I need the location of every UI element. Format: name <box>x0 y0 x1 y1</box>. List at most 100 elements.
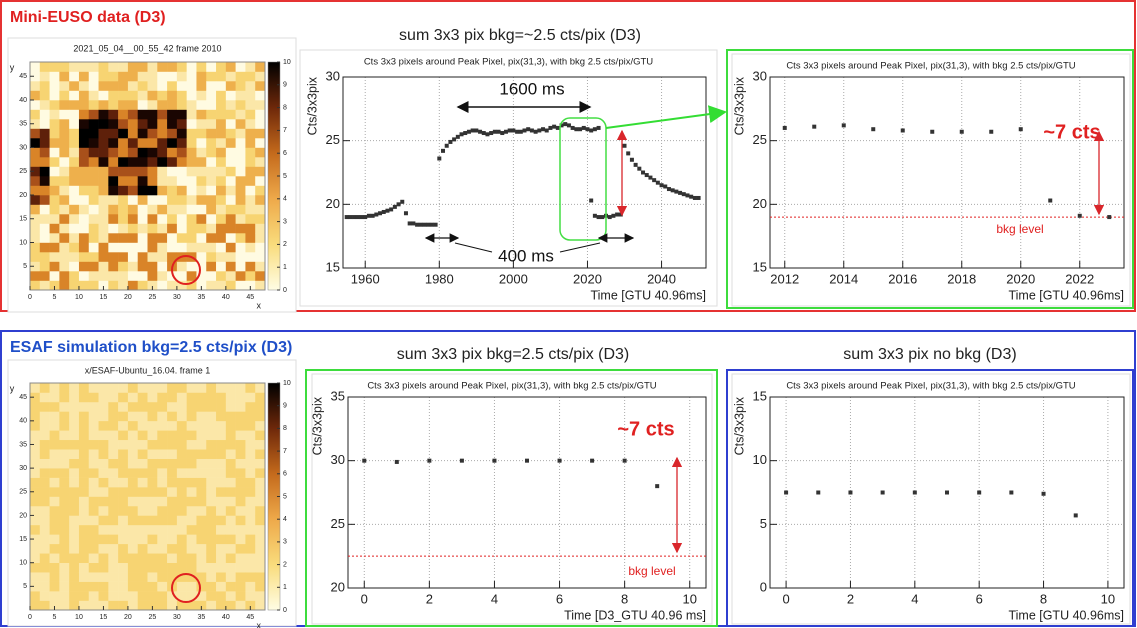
heatmap-cell <box>40 459 50 469</box>
heatmap-cell <box>196 525 206 535</box>
annotation: 1600 ms <box>499 79 564 98</box>
heatmap-cell <box>118 392 128 402</box>
heatmap-cell <box>128 534 138 544</box>
y-tick-label: 20 <box>19 192 27 199</box>
heatmap-cell <box>69 195 79 205</box>
heatmap-cell <box>206 411 216 421</box>
heatmap-cell <box>50 72 60 82</box>
heatmap-cell <box>69 119 79 129</box>
heatmap-cell <box>99 176 109 186</box>
data-point <box>593 214 597 218</box>
heatmap-cell <box>138 591 148 601</box>
heatmap-cell <box>108 224 118 234</box>
heatmap-cell <box>157 534 167 544</box>
heatmap-cell <box>196 487 206 497</box>
heatmap-cell <box>226 525 236 535</box>
y-tick-label: 15 <box>19 536 27 543</box>
x-tick-label: 0 <box>782 591 789 606</box>
heatmap-cell <box>236 214 246 224</box>
heatmap-cell <box>138 243 148 253</box>
heatmap-cell <box>59 224 69 234</box>
heatmap-cell <box>138 487 148 497</box>
x-tick-label: 2014 <box>829 271 858 286</box>
heatmap-cell <box>206 281 216 291</box>
heatmap-cell <box>138 468 148 478</box>
data-point <box>578 127 582 131</box>
heatmap-cell <box>138 563 148 573</box>
heatmap-cell <box>187 119 197 129</box>
heatmap-cell <box>79 506 89 516</box>
heatmap-cell <box>118 515 128 525</box>
heatmap-cell <box>148 195 158 205</box>
heatmap-cell <box>216 195 226 205</box>
heatmap-cell <box>30 100 40 110</box>
heatmap-cell <box>157 553 167 563</box>
data-point <box>404 211 408 215</box>
heatmap-cell <box>128 421 138 431</box>
chart-frame <box>732 374 1130 624</box>
heatmap-cell <box>226 157 236 167</box>
heatmap-cell <box>167 72 177 82</box>
annotation: bkg level <box>628 564 675 578</box>
heatmap-cell <box>177 468 187 478</box>
heatmap-cell <box>99 81 109 91</box>
heatmap-cell <box>79 138 89 148</box>
heatmap-cell <box>108 459 118 469</box>
heatmap-cell <box>167 601 177 611</box>
heatmap-cell <box>99 525 109 535</box>
heatmap-cell <box>187 497 197 507</box>
heatmap-cell <box>216 81 226 91</box>
x-tick-label: 2012 <box>770 271 799 286</box>
heatmap-cell <box>177 148 187 158</box>
heatmap-cell <box>30 553 40 563</box>
heatmap-cell <box>226 553 236 563</box>
heatmap-cell <box>187 515 197 525</box>
heatmap-cell <box>245 506 255 516</box>
heatmap-cell <box>108 601 118 611</box>
heatmap-cell <box>216 487 226 497</box>
heatmap-cell <box>118 440 128 450</box>
heatmap-cell <box>187 487 197 497</box>
x-tick-label: 45 <box>246 614 254 621</box>
heatmap-cell <box>118 176 128 186</box>
heatmap-cell <box>226 233 236 243</box>
data-point <box>367 214 371 218</box>
heatmap-cell <box>50 591 60 601</box>
heatmap-cell <box>108 262 118 272</box>
colorbar-label: 3 <box>283 218 287 225</box>
heatmap-cell <box>69 487 79 497</box>
x-tick-label: 6 <box>556 591 563 606</box>
heatmap-cell <box>59 383 69 393</box>
heatmap-cell <box>59 440 69 450</box>
heatmap-cell <box>196 563 206 573</box>
heatmap-cell <box>30 478 40 488</box>
heatmap-cell <box>118 487 128 497</box>
heatmap-cell <box>157 243 167 253</box>
annotation: bkg level <box>996 222 1043 236</box>
heatmap-cell <box>40 563 50 573</box>
heatmap-cell <box>206 459 216 469</box>
heatmap-cell <box>206 421 216 431</box>
heatmap-cell <box>30 176 40 186</box>
data-point <box>378 211 382 215</box>
data-point <box>348 215 352 219</box>
heatmap-cell <box>255 392 265 402</box>
heatmap-cell <box>138 582 148 592</box>
heatmap-cell <box>167 110 177 120</box>
heatmap-cell <box>187 392 197 402</box>
data-point <box>667 187 671 191</box>
y-axis-label: Cts/3x3pix <box>732 396 746 455</box>
heatmap-cell <box>167 91 177 101</box>
heatmap-cell <box>167 411 177 421</box>
heatmap-cell <box>59 262 69 272</box>
heatmap-cell <box>128 176 138 186</box>
heatmap-cell <box>128 157 138 167</box>
heatmap-cell <box>177 100 187 110</box>
heatmap-cell <box>206 81 216 91</box>
heatmap-cell <box>89 525 99 535</box>
heatmap-cell <box>108 468 118 478</box>
data-point <box>574 127 578 131</box>
heatmap-cell <box>59 100 69 110</box>
heatmap-cell <box>236 205 246 215</box>
heatmap-cell <box>99 582 109 592</box>
